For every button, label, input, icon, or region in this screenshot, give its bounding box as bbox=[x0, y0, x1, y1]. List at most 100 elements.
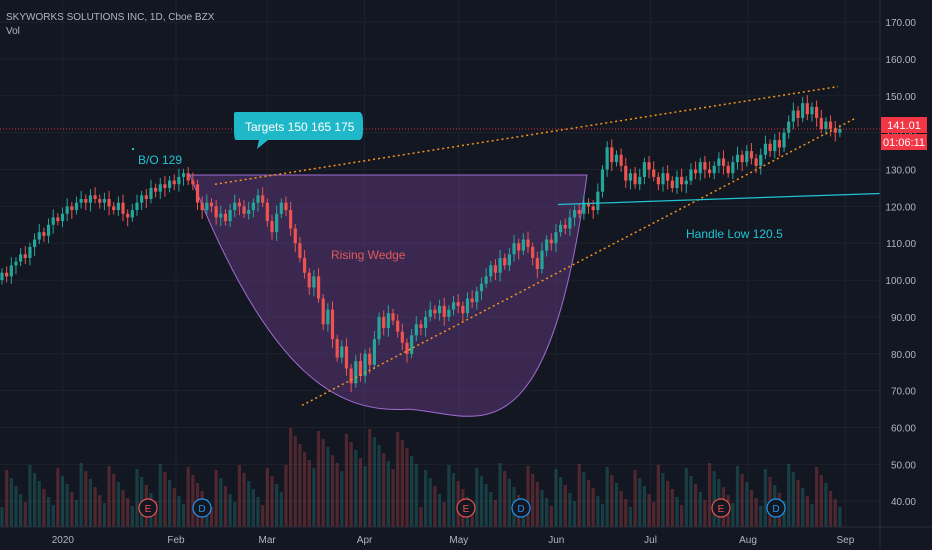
candle-body bbox=[23, 254, 27, 258]
volume-bar bbox=[763, 469, 768, 527]
candle-body bbox=[610, 147, 614, 163]
volume-bar bbox=[93, 487, 97, 527]
volume-bar bbox=[88, 479, 93, 527]
volume-bar bbox=[344, 434, 349, 527]
candle-body bbox=[284, 202, 288, 211]
candle-body bbox=[689, 169, 693, 181]
volume-bar bbox=[745, 482, 749, 527]
candle-body bbox=[461, 305, 465, 314]
candle-body bbox=[465, 298, 470, 314]
cup-drawing bbox=[189, 174, 588, 417]
volume-bar bbox=[5, 470, 9, 527]
volume-bar bbox=[405, 448, 409, 527]
candle-body bbox=[186, 173, 190, 181]
volume-bar bbox=[619, 491, 623, 527]
volume-bar bbox=[37, 481, 41, 527]
candle-body bbox=[167, 180, 172, 188]
candle-body bbox=[763, 143, 768, 155]
targets-callout[interactable]: Targets 150 165 175 bbox=[234, 112, 363, 149]
candle-body bbox=[98, 199, 102, 203]
volume-bar bbox=[437, 494, 442, 527]
earnings-marker[interactable]: E bbox=[711, 498, 731, 518]
dividend-marker[interactable]: D bbox=[192, 498, 212, 518]
time-tick-label: May bbox=[449, 535, 468, 546]
time-tick-label: Jun bbox=[548, 535, 564, 546]
candle-body bbox=[475, 291, 479, 303]
dividend-marker[interactable]: D bbox=[511, 498, 531, 518]
candle-body bbox=[712, 165, 716, 174]
candle-body bbox=[363, 353, 367, 376]
candle-body bbox=[107, 199, 111, 207]
volume-bar bbox=[582, 472, 586, 527]
volume-bar bbox=[275, 484, 279, 527]
candle-body bbox=[0, 272, 4, 281]
volume-bar bbox=[526, 466, 530, 527]
candle-body bbox=[838, 128, 842, 133]
earnings-marker[interactable]: E bbox=[138, 498, 158, 518]
volume-bar bbox=[167, 480, 172, 527]
candle-body bbox=[289, 210, 293, 229]
volume-bar bbox=[172, 488, 176, 527]
volume-bar bbox=[819, 475, 823, 527]
candle-body bbox=[116, 202, 120, 211]
candle-body bbox=[172, 180, 176, 185]
candle-body bbox=[521, 239, 525, 251]
volume-bar bbox=[600, 504, 605, 527]
candle-body bbox=[65, 206, 69, 214]
volume-bar bbox=[656, 465, 660, 527]
candle-body bbox=[447, 309, 451, 317]
candle-body bbox=[330, 309, 335, 340]
volume-bar bbox=[652, 502, 656, 527]
candle-body bbox=[424, 316, 428, 328]
candle-body bbox=[70, 206, 74, 211]
candle-body bbox=[177, 176, 181, 185]
volume-bar bbox=[382, 453, 386, 527]
candle-body bbox=[144, 195, 148, 200]
time-tick-label: Mar bbox=[259, 535, 277, 546]
candle-body bbox=[74, 202, 79, 211]
candle-body bbox=[773, 140, 777, 152]
volume-bar bbox=[316, 431, 321, 527]
candle-body bbox=[321, 298, 325, 325]
volume-bar bbox=[591, 488, 595, 527]
volume-bar bbox=[698, 492, 702, 527]
volume-bar bbox=[410, 456, 414, 527]
volume-bar bbox=[358, 458, 363, 527]
volume-bar bbox=[79, 463, 83, 527]
candle-body bbox=[735, 154, 740, 163]
candle-body bbox=[42, 232, 46, 236]
candle-body bbox=[745, 151, 749, 163]
volume-bar bbox=[19, 494, 23, 527]
time-tick-label: Sep bbox=[837, 535, 855, 546]
last-price-text: 141.01 bbox=[887, 120, 921, 132]
volume-bar bbox=[42, 489, 46, 527]
event-marker-label: D bbox=[198, 504, 205, 515]
volume-bar bbox=[731, 503, 735, 527]
volume-bar bbox=[14, 486, 18, 527]
earnings-marker[interactable]: E bbox=[456, 498, 476, 518]
candle-body bbox=[433, 309, 437, 314]
volume-bar bbox=[372, 437, 376, 527]
candle-body bbox=[591, 206, 595, 211]
volume-bar bbox=[391, 469, 395, 527]
volume-bar bbox=[549, 506, 553, 527]
volume-bar bbox=[219, 478, 223, 527]
volume-bar bbox=[0, 507, 4, 527]
dividend-marker[interactable]: D bbox=[766, 498, 786, 518]
candle-body bbox=[265, 202, 269, 222]
volume-bar bbox=[102, 503, 107, 527]
candle-body bbox=[163, 184, 167, 188]
candle-body bbox=[540, 250, 544, 270]
volume-bar bbox=[735, 466, 740, 527]
candle-body bbox=[326, 309, 330, 325]
volume-bar bbox=[107, 466, 111, 527]
candle-body bbox=[154, 187, 158, 192]
time-axis[interactable]: 2020 Feb Mar Apr May Jun Jul Aug Sep bbox=[0, 526, 932, 546]
volume-bar bbox=[684, 468, 688, 527]
price-axis[interactable]: 170.00160.00150.00140.00130.00120.00110.… bbox=[879, 0, 916, 550]
candle-body bbox=[726, 165, 730, 174]
candle-body bbox=[489, 265, 493, 277]
candle-body bbox=[368, 353, 372, 365]
volume-bar bbox=[805, 496, 809, 527]
